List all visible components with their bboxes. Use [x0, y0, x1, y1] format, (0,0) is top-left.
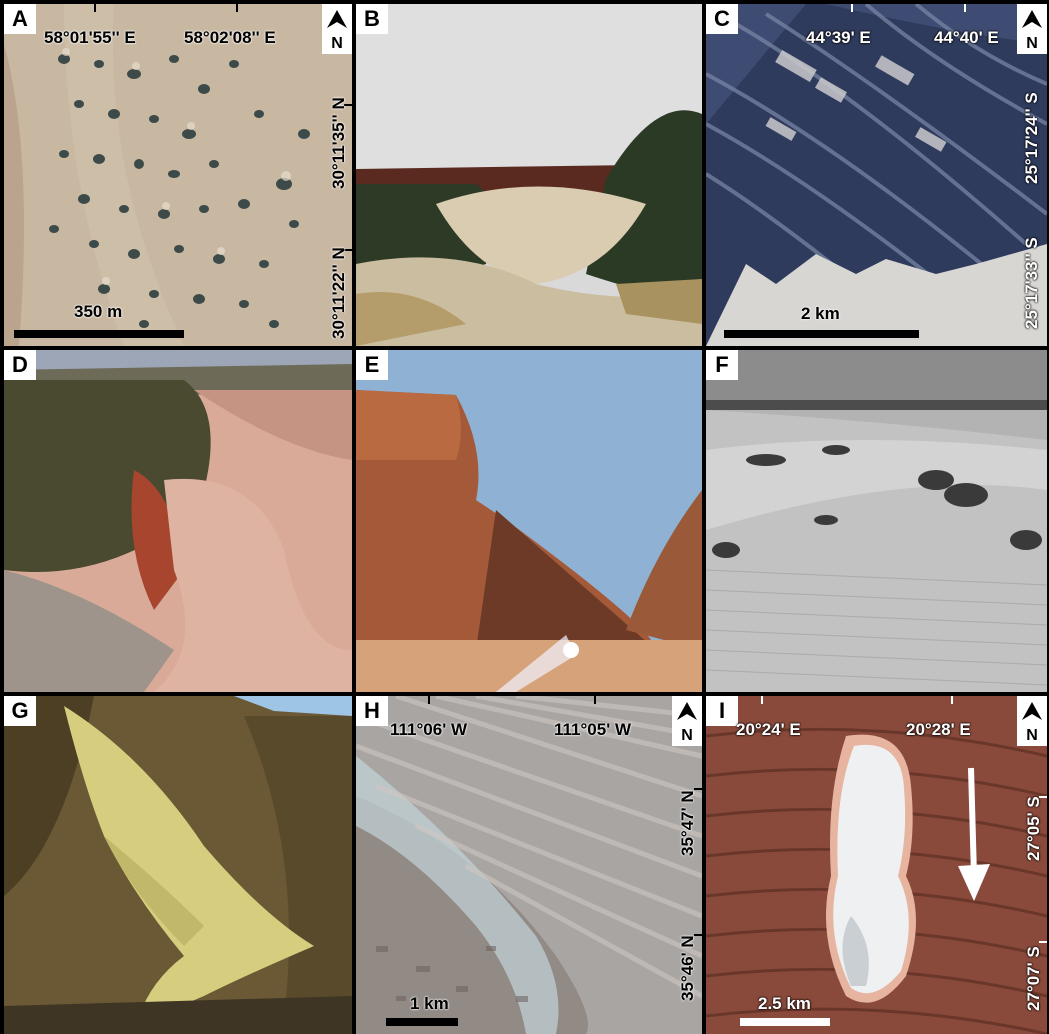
- panel-a-lat2: 30°11'22'' N: [329, 247, 348, 339]
- panel-c-lon2: 44°40' E: [934, 28, 999, 47]
- panel-c-lat2: 25°17'33'' S: [1022, 237, 1041, 329]
- panel-h-letter: H: [356, 696, 388, 726]
- panel-e-letter: E: [356, 350, 388, 380]
- panel-g-letter: G: [4, 696, 36, 726]
- panel-b-image: [356, 4, 702, 346]
- north-arrow-icon: N: [677, 702, 697, 744]
- panel-f-letter: F: [706, 350, 738, 380]
- north-arrow-icon: N: [1022, 10, 1042, 52]
- panel-i-scale-bar: [740, 1018, 830, 1026]
- panel-h-lat2: 35°46' N: [678, 935, 697, 1001]
- panel-h-lon2: 111°05' W: [554, 720, 632, 739]
- panel-e: E: [356, 350, 702, 692]
- panel-i-tick-lat1: [1039, 796, 1047, 798]
- panel-c-tick-lon1: [851, 4, 853, 12]
- wind-direction-arrow: [968, 767, 977, 877]
- panel-h-scale-bar: [386, 1018, 458, 1026]
- panel-d-letter: D: [4, 350, 36, 380]
- panel-a-scale-bar: [14, 330, 184, 338]
- panel-i-image: [706, 696, 1047, 1034]
- panel-i-lon2: 20°28' E: [906, 720, 971, 739]
- panel-c: C 44°39' E 44°40' E 25°17'24'' S 25°17'3…: [706, 4, 1047, 346]
- panel-i-letter: I: [706, 696, 738, 726]
- panel-h-north-label: N: [681, 727, 693, 744]
- panel-a-north-arrow: N: [322, 4, 352, 54]
- panel-h-tick-lat1: [694, 788, 702, 790]
- panel-a-lon1: 58°01'55'' E: [44, 28, 136, 47]
- panel-i-lat1: 27°05' S: [1024, 796, 1043, 861]
- panel-h-scale-label: 1 km: [410, 994, 449, 1013]
- panel-a: A 58°01'55'' E 58°02'08'' E 30°11'35'' N…: [4, 4, 352, 346]
- panel-i-tick-lat2: [1039, 941, 1047, 943]
- panel-i-lon1: 20°24' E: [736, 720, 801, 739]
- panel-h: H 111°06' W 111°05' W 35°47' N 35°46' N …: [356, 696, 702, 1034]
- panel-a-letter: A: [4, 4, 36, 34]
- panel-h-image: [356, 696, 702, 1034]
- panel-h-tick-lat2: [694, 934, 702, 936]
- panel-i: I 20°24' E 20°28' E 27°05' S 27°07' S N …: [706, 696, 1047, 1034]
- panel-h-north-arrow: N: [672, 696, 702, 746]
- panel-d-image: [4, 350, 352, 692]
- panel-c-tick-lon2: [964, 4, 966, 12]
- panel-c-scale-bar: [724, 330, 919, 338]
- panel-f-image: [706, 350, 1047, 692]
- panel-b-letter: B: [356, 4, 388, 34]
- panel-c-letter: C: [706, 4, 738, 34]
- panel-h-tick-lon2: [594, 696, 596, 704]
- panel-h-lat1: 35°47' N: [678, 790, 697, 856]
- panel-a-lat1: 30°11'35'' N: [329, 97, 348, 189]
- panel-c-lon1: 44°39' E: [806, 28, 871, 47]
- panel-a-tick-lat1: [344, 104, 352, 106]
- panel-c-scale-label: 2 km: [801, 304, 840, 323]
- panel-a-lon2: 58°02'08'' E: [184, 28, 276, 47]
- north-arrow-icon: N: [1022, 702, 1042, 744]
- panel-c-lat1: 25°17'24'' S: [1022, 92, 1041, 184]
- panel-i-tick-lon1: [761, 696, 763, 704]
- panel-c-north-label: N: [1026, 35, 1038, 52]
- panel-a-north-label: N: [331, 35, 343, 52]
- north-arrow-icon: N: [327, 10, 347, 52]
- panel-a-tick-lon2: [236, 4, 238, 12]
- panel-a-tick-lon1: [94, 4, 96, 12]
- panel-i-north-label: N: [1026, 727, 1038, 744]
- panel-e-image: [356, 350, 702, 692]
- panel-a-tick-lat2: [344, 249, 352, 251]
- panel-h-tick-lon1: [428, 696, 430, 704]
- panel-f: F: [706, 350, 1047, 692]
- panel-i-north-arrow: N: [1017, 696, 1047, 746]
- panel-i-tick-lon2: [951, 696, 953, 704]
- panel-i-scale-label: 2.5 km: [758, 994, 811, 1013]
- panel-i-lat2: 27°07' S: [1024, 946, 1043, 1011]
- panel-a-scale-label: 350 m: [74, 302, 123, 321]
- panel-h-lon1: 111°06' W: [390, 720, 468, 739]
- panel-a-image: [4, 4, 352, 346]
- panel-c-image: [706, 4, 1047, 346]
- panel-g-image: [4, 696, 352, 1034]
- panel-b: B: [356, 4, 702, 346]
- panel-c-north-arrow: N: [1017, 4, 1047, 54]
- panel-g: G: [4, 696, 352, 1034]
- panel-d: D: [4, 350, 352, 692]
